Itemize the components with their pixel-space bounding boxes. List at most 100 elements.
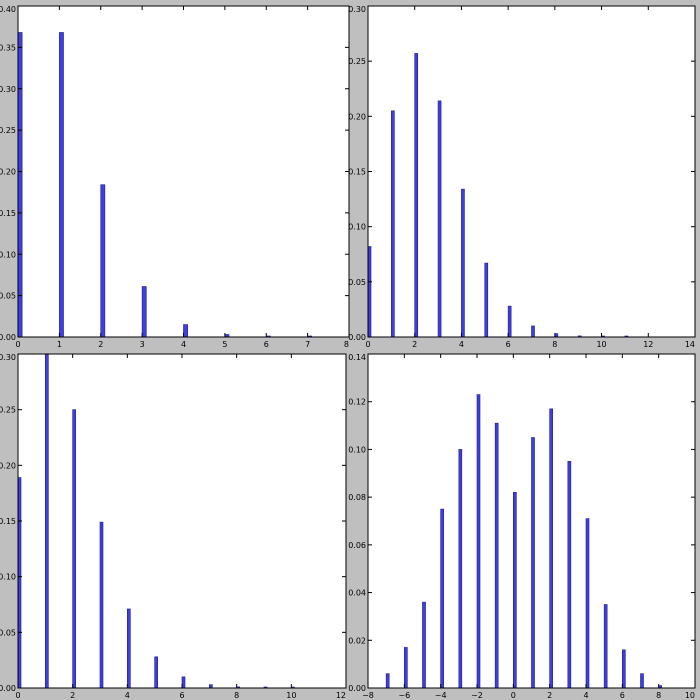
y-tick-label: 0.20 bbox=[0, 461, 16, 470]
axes-frame bbox=[367, 5, 696, 338]
x-tick-label: −2 bbox=[471, 691, 483, 700]
y-tick-label: 0.14 bbox=[348, 353, 366, 362]
bar bbox=[567, 461, 572, 689]
bar bbox=[622, 649, 626, 689]
x-tick-label: 0 bbox=[511, 691, 516, 700]
bar bbox=[17, 32, 23, 338]
bar bbox=[484, 262, 489, 338]
x-tick-label: 2 bbox=[412, 340, 417, 349]
y-tick-label: 0.40 bbox=[0, 5, 16, 14]
bar bbox=[154, 656, 158, 689]
x-tick-label: 1 bbox=[57, 340, 62, 349]
x-tick-label: 0 bbox=[15, 340, 20, 349]
x-tick-label: −8 bbox=[362, 691, 374, 700]
bar bbox=[183, 324, 188, 338]
y-tick-label: 0.00 bbox=[348, 684, 366, 693]
y-tick-label: 0.25 bbox=[0, 406, 16, 415]
y-tick-label: 0.30 bbox=[0, 85, 16, 94]
y-tick-label: 0.00 bbox=[0, 333, 16, 342]
y-tick-label: 0.10 bbox=[348, 223, 366, 232]
bar bbox=[141, 286, 147, 338]
bar bbox=[72, 409, 76, 689]
bar bbox=[404, 647, 408, 689]
plot-area bbox=[18, 354, 346, 688]
subplot-top-left: 0.00 0.05 0.10 0.15 0.20 0.25 0.30 0.35 0.40 0 1 2 3… bbox=[0, 5, 350, 349]
x-tick-label: 7 bbox=[305, 340, 310, 349]
y-tick-label: 0.20 bbox=[0, 168, 16, 177]
x-tick-label: 4 bbox=[583, 691, 588, 700]
y-tick-label: 0.08 bbox=[348, 493, 366, 502]
x-tick-label: 12 bbox=[336, 691, 346, 700]
x-tick-label: −4 bbox=[435, 691, 447, 700]
bar bbox=[414, 53, 419, 338]
axes-frame bbox=[17, 353, 347, 689]
x-tick-label: 2 bbox=[547, 691, 552, 700]
bar bbox=[603, 604, 608, 689]
bar bbox=[531, 437, 535, 689]
y-tick-label: 0.15 bbox=[0, 209, 16, 218]
y-tick-label: 0.05 bbox=[0, 628, 16, 637]
y-tick-label: 0.10 bbox=[348, 445, 366, 454]
y-tick-label: 0.05 bbox=[0, 292, 16, 301]
axes-frame bbox=[367, 353, 696, 689]
y-tick-label: 0.20 bbox=[348, 112, 366, 121]
x-tick-label: 4 bbox=[181, 340, 186, 349]
y-tick-label: 0.15 bbox=[348, 168, 366, 177]
bar bbox=[476, 394, 481, 689]
x-tick-label: 4 bbox=[125, 691, 130, 700]
bar bbox=[385, 673, 390, 689]
x-tick-label: 14 bbox=[685, 340, 695, 349]
plot-area bbox=[18, 6, 349, 337]
subplot-bottom-right: 0.00 0.02 0.04 0.06 0.08 0.10 0.12 0.14 −8 −6 −4 −2… bbox=[348, 353, 696, 700]
axes-frame bbox=[17, 5, 350, 338]
y-tick-label: 0.25 bbox=[348, 57, 366, 66]
bar bbox=[585, 518, 590, 689]
x-tick-label: 10 bbox=[685, 691, 695, 700]
x-tick-label: 6 bbox=[620, 691, 625, 700]
x-tick-label: 8 bbox=[656, 691, 661, 700]
bar bbox=[531, 325, 535, 338]
x-tick-label: 0 bbox=[365, 340, 370, 349]
x-tick-label: 0 bbox=[15, 691, 20, 700]
y-tick-label: 0.02 bbox=[348, 636, 366, 645]
y-tick-label: 0.10 bbox=[0, 250, 16, 259]
x-tick-label: 8 bbox=[344, 340, 349, 349]
bar bbox=[461, 188, 465, 338]
y-tick-label: 0.30 bbox=[348, 5, 366, 14]
y-tick-label: 0.00 bbox=[0, 684, 16, 693]
bar bbox=[513, 492, 517, 689]
bar bbox=[437, 100, 442, 338]
y-tick-label: 0.25 bbox=[0, 126, 16, 135]
x-tick-label: 10 bbox=[596, 340, 606, 349]
x-tick-label: −6 bbox=[398, 691, 410, 700]
bar bbox=[59, 32, 64, 338]
subplot-bottom-left: 0.00 0.05 0.10 0.15 0.20 0.25 0.30 0 2 4 6 8 10 12 bbox=[0, 353, 347, 700]
y-tick-label: 0.05 bbox=[348, 278, 366, 287]
plot-area bbox=[368, 6, 695, 337]
bar bbox=[391, 110, 395, 338]
y-tick-label: 0.12 bbox=[348, 398, 366, 407]
y-tick-label: 0.06 bbox=[348, 541, 366, 550]
x-tick-label: 8 bbox=[234, 691, 239, 700]
x-tick-label: 4 bbox=[459, 340, 464, 349]
x-tick-label: 12 bbox=[643, 340, 653, 349]
bar bbox=[100, 184, 106, 338]
y-tick-label: 0.15 bbox=[0, 517, 16, 526]
bar bbox=[640, 673, 644, 689]
bar bbox=[209, 684, 213, 689]
x-tick-label: 6 bbox=[264, 340, 269, 349]
bar bbox=[549, 408, 553, 689]
bar bbox=[99, 521, 104, 689]
y-tick-label: 0.00 bbox=[348, 333, 366, 342]
x-tick-label: 6 bbox=[179, 691, 184, 700]
x-tick-label: 10 bbox=[286, 691, 296, 700]
bar bbox=[507, 305, 512, 338]
bar bbox=[422, 601, 426, 689]
x-tick-label: 3 bbox=[140, 340, 145, 349]
x-tick-label: 5 bbox=[222, 340, 227, 349]
subplot-top-right: 0.00 0.05 0.10 0.15 0.20 0.25 0.30 0 2 4 6 8 10 12 14 bbox=[348, 5, 696, 349]
bar bbox=[494, 422, 499, 689]
y-tick-label: 0.35 bbox=[0, 43, 16, 52]
bar bbox=[440, 508, 444, 689]
